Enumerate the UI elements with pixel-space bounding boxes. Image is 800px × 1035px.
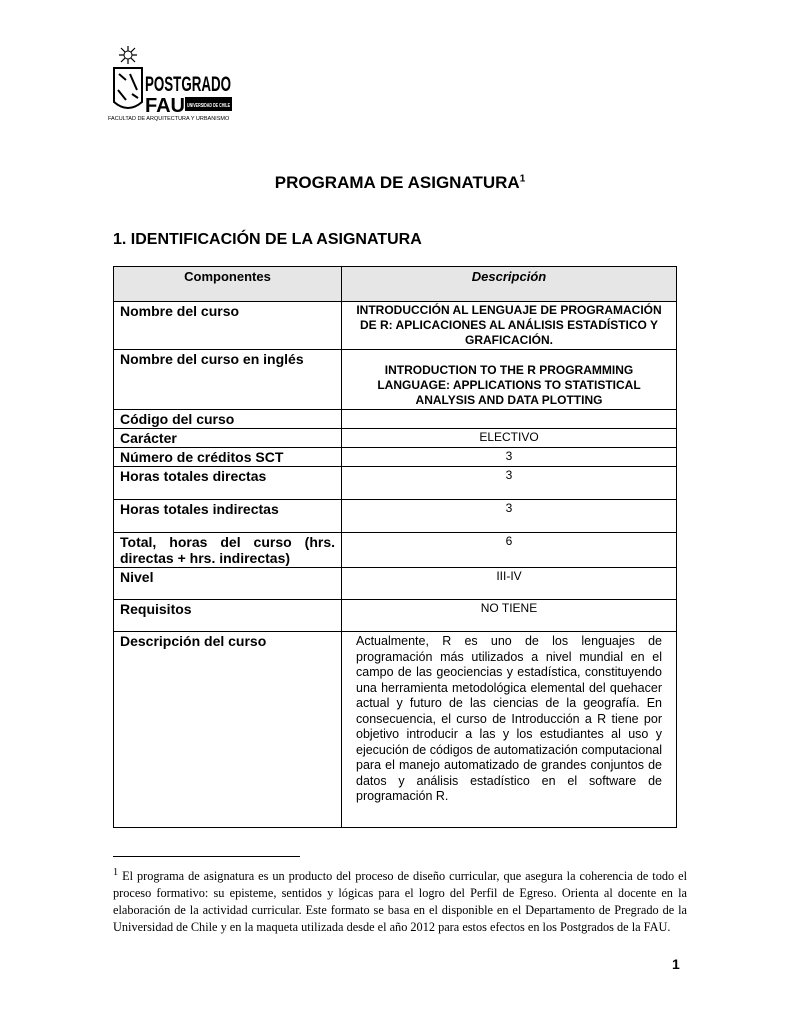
table-row: Horas totales indirectas 3 xyxy=(113,499,677,533)
row-value: 6 xyxy=(341,532,677,568)
table-row: Número de créditos SCT 3 xyxy=(113,447,677,467)
section-heading: 1. IDENTIFICACIÓN DE LA ASIGNATURA xyxy=(113,231,422,248)
postgrado-fau-logo: POSTGRADO FAU UNIVERSIDAD DE CHILE FACUL… xyxy=(108,44,233,126)
row-label: Descripción del curso xyxy=(113,631,342,828)
row-value: 3 xyxy=(341,499,677,533)
table-row: Nombre del curso en inglés INTRODUCTION T… xyxy=(113,349,677,410)
row-label: Nombre del curso en inglés xyxy=(113,349,342,410)
row-value xyxy=(341,409,677,429)
footnote-ref: 1 xyxy=(519,173,526,185)
row-label: Nivel xyxy=(113,567,342,600)
footnote: 1 El programa de asignatura es un produc… xyxy=(113,864,687,936)
row-label: Horas totales indirectas xyxy=(113,499,342,533)
header-componentes: Componentes xyxy=(113,266,342,302)
row-value: ELECTIVO xyxy=(341,428,677,448)
page-title: PROGRAMA DE ASIGNATURA1 xyxy=(274,173,526,192)
header-descripcion: Descripción xyxy=(341,266,677,302)
row-value: INTRODUCTION TO THE R PROGRAMMING LANGUA… xyxy=(341,349,677,410)
footnote-mark: 1 xyxy=(113,867,119,878)
svg-text:UNIVERSIDAD DE CHILE: UNIVERSIDAD DE CHILE xyxy=(187,103,230,109)
table-row: Nivel III-IV xyxy=(113,567,677,600)
table-row: Código del curso xyxy=(113,409,677,429)
row-label: Número de créditos SCT xyxy=(113,447,342,467)
faculty-name: FACULTAD DE ARQUITECTURA Y URBANISMO xyxy=(108,116,230,122)
table-row: Carácter ELECTIVO xyxy=(113,428,677,448)
row-value: NO TIENE xyxy=(341,599,677,632)
table-row: Horas totales directas 3 xyxy=(113,466,677,500)
table-row: Requisitos NO TIENE xyxy=(113,599,677,632)
row-label: Carácter xyxy=(113,428,342,448)
table-row: Nombre del curso INTRODUCCIÓN AL LENGUAJE… xyxy=(113,301,677,350)
row-label: Horas totales directas xyxy=(113,466,342,500)
row-value: 3 xyxy=(341,466,677,500)
row-value: III-IV xyxy=(341,567,677,600)
row-label: Nombre del curso xyxy=(113,301,342,350)
table-row: Total, horas del curso (hrs. directas + … xyxy=(113,532,677,568)
university-crest-icon: POSTGRADO FAU UNIVERSIDAD DE CHILE xyxy=(113,46,232,117)
footnote-divider xyxy=(113,856,300,857)
row-value: INTRODUCCIÓN AL LENGUAJE DE PROGRAMACIÓN… xyxy=(341,301,677,350)
row-label: Requisitos xyxy=(113,599,342,632)
row-value: 3 xyxy=(341,447,677,467)
row-label: Código del curso xyxy=(113,409,342,429)
table-header-row: Componentes Descripción xyxy=(113,266,677,302)
row-label: Total, horas del curso (hrs. directas + … xyxy=(113,532,342,568)
table-row: Descripción del curso Actualmente, R es u… xyxy=(113,631,677,828)
page-number: 1 xyxy=(672,956,680,972)
footnote-text: El programa de asignatura es un producto… xyxy=(113,869,687,935)
svg-text:POSTGRADO: POSTGRADO xyxy=(145,73,231,96)
row-value: Actualmente, R es uno de los lenguajes d… xyxy=(341,631,677,828)
course-identification-table: Componentes Descripción Nombre del curso… xyxy=(113,266,677,828)
svg-text:FAU: FAU xyxy=(145,95,185,116)
